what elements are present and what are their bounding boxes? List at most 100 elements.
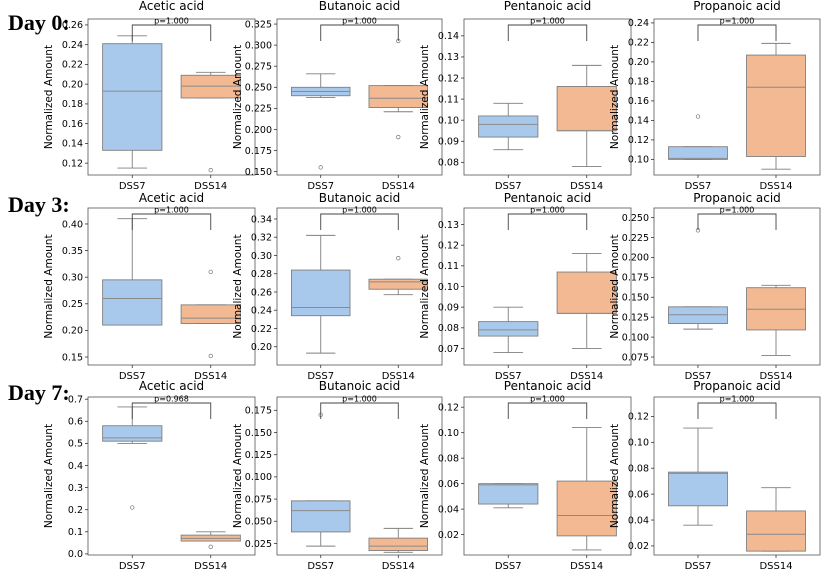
- y-tick-label: 0.20: [628, 57, 649, 68]
- x-category-label: DSS14: [570, 181, 603, 192]
- y-tick-label: 0.10: [438, 115, 459, 126]
- y-tick-label: 0.250: [622, 213, 649, 224]
- panel-title: Pentanoic acid: [504, 0, 591, 13]
- p-value-label: p=1.000: [720, 206, 755, 215]
- p-value-label: p=1.000: [530, 17, 565, 26]
- y-tick-label: 0.125: [622, 312, 649, 323]
- plot-frame: [653, 207, 821, 366]
- panel-title: Pentanoic acid: [504, 379, 591, 393]
- y-tick-label: 0.14: [438, 31, 459, 42]
- significance-bracket: [697, 213, 777, 230]
- y-axis-label: Normalized Amount: [232, 45, 244, 149]
- box-iqr: [746, 54, 806, 157]
- plot-frame: [653, 18, 821, 176]
- y-tick-label: 0.22: [62, 60, 83, 71]
- x-category-label: DSS14: [570, 371, 603, 382]
- y-tick-label: 0.1: [68, 527, 83, 538]
- x-category-label: DSS7: [495, 181, 522, 192]
- y-tick-label: 0.150: [245, 428, 272, 439]
- y-tick-label: 0.18: [628, 77, 649, 88]
- y-tick-label: 0.6: [68, 417, 83, 428]
- y-tick-label: 0.175: [622, 273, 649, 284]
- plot-frame: [653, 396, 821, 556]
- panel-title: Acetic acid: [139, 379, 204, 393]
- box-iqr: [556, 271, 617, 314]
- panel-title: Propanoic acid: [693, 379, 781, 393]
- y-axis-label: Normalized Amount: [232, 424, 244, 528]
- p-value-label: p=1.000: [342, 395, 377, 404]
- y-tick-label: 0.12: [438, 402, 459, 413]
- x-category-label: DSS7: [307, 561, 334, 572]
- y-axis-label: Normalized Amount: [43, 424, 55, 528]
- y-tick-label: 0.40: [62, 219, 83, 230]
- x-category-label: DSS14: [759, 561, 792, 572]
- box-iqr: [368, 278, 429, 290]
- y-tick-label: 0.12: [628, 135, 649, 146]
- y-tick-label: 0.08: [628, 464, 649, 475]
- y-tick-label: 0.13: [438, 220, 459, 231]
- panel-title: Propanoic acid: [693, 191, 781, 205]
- y-tick-label: 0.08: [438, 453, 459, 464]
- plot-frame: [463, 18, 632, 176]
- y-tick-label: 0.08: [438, 158, 459, 169]
- box-iqr: [556, 86, 617, 132]
- x-category-label: DSS7: [685, 181, 712, 192]
- x-category-label: DSS7: [119, 561, 146, 572]
- boxplot-panel: Butanoic acid Normalized Amount 0.150 0.175…: [232, 0, 443, 192]
- p-value-label: p=1.000: [530, 395, 565, 404]
- panel-title: Butanoic acid: [319, 379, 401, 393]
- y-tick-label: 0.22: [628, 38, 649, 49]
- p-value-label: p=1.000: [154, 206, 189, 215]
- y-tick-label: 0.100: [622, 332, 649, 343]
- significance-bracket: [697, 24, 777, 41]
- y-tick-label: 0.04: [438, 504, 459, 515]
- x-category-label: DSS14: [194, 371, 227, 382]
- p-value-label: p=1.000: [154, 17, 189, 26]
- p-value-label: p=0.968: [154, 395, 189, 404]
- y-tick-label: 0.325: [245, 19, 272, 30]
- plot-frame: [87, 207, 256, 366]
- y-tick-label: 0.10: [628, 155, 649, 166]
- x-category-label: DSS7: [685, 561, 712, 572]
- plot-frame: [276, 396, 443, 556]
- p-value-label: p=1.000: [720, 17, 755, 26]
- x-category-label: DSS14: [194, 181, 227, 192]
- y-tick-label: 0.12: [438, 73, 459, 84]
- y-tick-label: 0.26: [62, 20, 83, 31]
- box-iqr: [290, 500, 351, 533]
- x-category-label: DSS14: [194, 561, 227, 572]
- panel-title: Butanoic acid: [319, 191, 401, 205]
- x-category-label: DSS7: [307, 181, 334, 192]
- y-axis-label: Normalized Amount: [419, 424, 431, 528]
- x-category-label: DSS7: [495, 561, 522, 572]
- boxplot-panel: Propanoic acid Normalized Amount 0.02 0.04 0…: [609, 379, 821, 572]
- y-tick-label: 0.08: [438, 323, 459, 334]
- y-tick-label: 0.30: [62, 272, 83, 283]
- boxplot-panel: Acetic acid Normalized Amount 0.15 0.20 0.25…: [43, 191, 256, 382]
- p-value-label: p=1.000: [530, 206, 565, 215]
- x-category-label: DSS14: [570, 561, 603, 572]
- significance-bracket: [320, 213, 399, 230]
- y-axis-label: Normalized Amount: [609, 424, 621, 528]
- plot-frame: [87, 18, 256, 176]
- panel-title: Acetic acid: [139, 0, 204, 13]
- box-iqr: [478, 483, 539, 505]
- box-iqr: [102, 425, 163, 442]
- y-axis-label: Normalized Amount: [232, 234, 244, 338]
- y-tick-label: 0.11: [438, 261, 459, 272]
- box-iqr: [668, 146, 728, 160]
- y-tick-label: 0.24: [62, 40, 83, 51]
- x-category-label: DSS7: [119, 181, 146, 192]
- p-value-label: p=1.000: [342, 206, 377, 215]
- panel-title: Propanoic acid: [693, 0, 781, 13]
- box-iqr: [102, 279, 163, 326]
- y-tick-label: 0.050: [245, 517, 272, 528]
- y-tick-label: 0.100: [245, 472, 272, 483]
- y-tick-label: 0.175: [245, 146, 272, 157]
- boxplot-panel: Acetic acid Normalized Amount 0.0 0.1 0.2 0.3…: [43, 379, 256, 572]
- x-category-label: DSS14: [759, 371, 792, 382]
- y-tick-label: 0.20: [251, 342, 272, 353]
- y-tick-label: 0.150: [245, 167, 272, 178]
- p-value-label: p=1.000: [342, 17, 377, 26]
